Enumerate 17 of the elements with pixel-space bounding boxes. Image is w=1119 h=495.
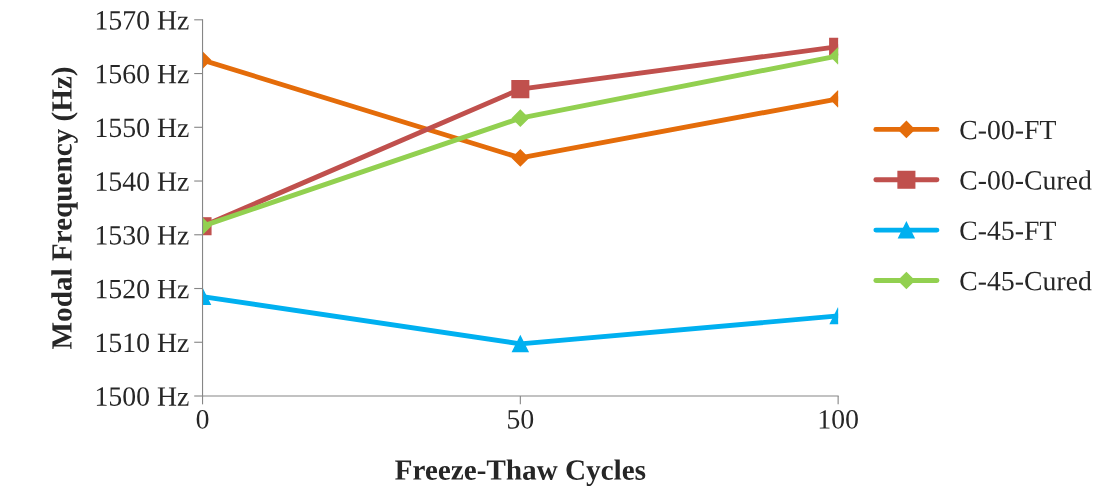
legend-label: C-45-Cured xyxy=(960,270,1092,291)
x-tick-label: 50 xyxy=(508,410,534,429)
y-tick-label: 1570 Hz xyxy=(96,10,189,30)
y-tick-label: 1550 Hz xyxy=(96,118,189,138)
legend-label: C-00-Cured xyxy=(960,170,1092,190)
legend-label: C-00-FT xyxy=(960,120,1056,140)
y-tick-label: 1500 Hz xyxy=(96,387,189,406)
x-tick-label: 100 xyxy=(819,410,858,429)
y-tick-label: 1530 Hz xyxy=(96,225,189,245)
x-axis-title: Freeze-Thaw Cycles xyxy=(395,459,646,486)
y-tick-label: 1520 Hz xyxy=(96,279,189,299)
y-axis-title: Modal Frequency (Hz) xyxy=(51,67,78,349)
y-tick-label: 1510 Hz xyxy=(96,333,189,353)
legend-label: C-45-FT xyxy=(960,221,1056,241)
y-tick-label: 1560 Hz xyxy=(96,64,189,84)
x-tick-label: 0 xyxy=(196,410,209,429)
y-tick-label: 1540 Hz xyxy=(96,172,189,191)
